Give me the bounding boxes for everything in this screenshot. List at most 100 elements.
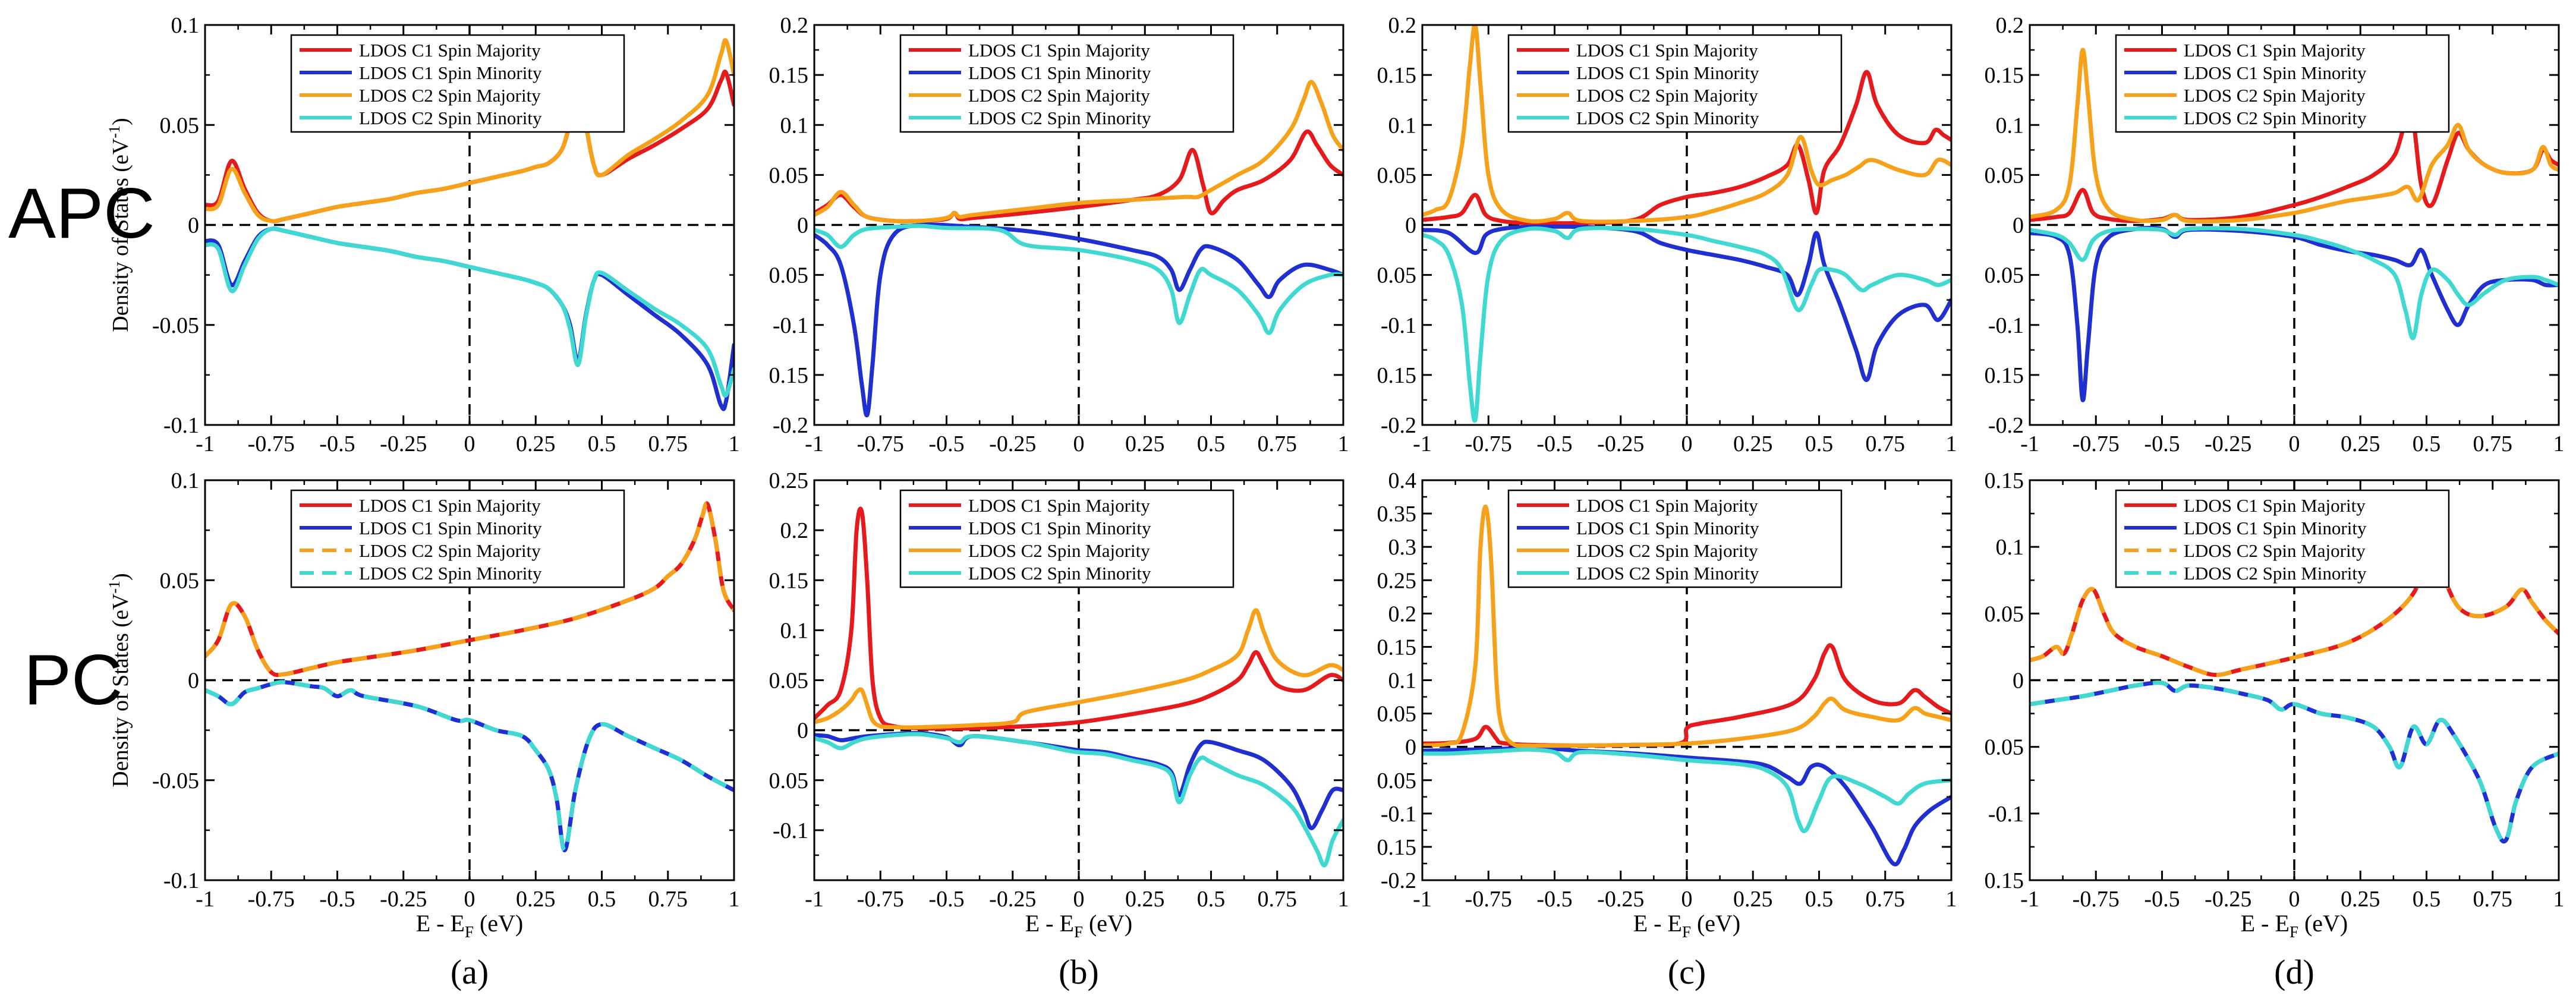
series-line-c1maj: [1422, 643, 1951, 748]
xtick-label: 0: [2289, 887, 2300, 912]
ytick-label: 0.05: [1377, 163, 1417, 188]
xtick-label: -0.75: [1465, 431, 1512, 456]
ytick-label: 0: [797, 213, 808, 238]
legend-label: LDOS C1 Spin Minority: [1576, 62, 1759, 83]
curves: [1422, 25, 1951, 423]
series-line-c1min: [814, 222, 1343, 418]
xtick-label: 0.75: [1866, 887, 1906, 912]
ytick-label: 0.1: [780, 618, 809, 643]
row-label-apc: APC: [8, 174, 155, 253]
legend-label: LDOS C2 Spin Minority: [359, 563, 542, 584]
xtick-label: 0.5: [1805, 887, 1834, 912]
xtick-label: -0.5: [319, 431, 355, 456]
xtick-label: 0.25: [516, 431, 556, 456]
series-line-c2min: [205, 226, 734, 398]
ytick-label: 0.25: [1377, 568, 1417, 593]
ytick-label: 0.05: [769, 263, 809, 288]
xtick-label: -0.75: [2073, 431, 2120, 456]
ytick-label: 0.25: [769, 468, 809, 493]
ytick-label: 0: [188, 669, 199, 694]
legend-label: LDOS C2 Spin Minority: [1576, 563, 1759, 584]
ytick-label: 0.1: [1388, 669, 1417, 694]
legend-label: LDOS C2 Spin Majority: [1576, 540, 1758, 561]
xtick-label: -1: [805, 887, 824, 912]
legend-label: LDOS C2 Spin Majority: [2184, 85, 2366, 106]
xtick-label: 0.25: [516, 887, 556, 912]
series-line-c2min: [814, 732, 1343, 868]
ytick-label: 0.05: [1985, 263, 2024, 288]
ytick-label: 0.05: [160, 113, 200, 138]
curves: [205, 38, 734, 411]
legend-label: LDOS C2 Spin Majority: [1576, 85, 1758, 106]
xtick-label: 0.5: [588, 431, 616, 456]
legend-label: LDOS C2 Spin Majority: [359, 85, 541, 106]
xtick-label: -0.25: [2205, 431, 2251, 456]
xtick-label: -0.25: [380, 431, 427, 456]
ytick-label: 0.1: [1996, 535, 2024, 560]
ytick-label: 0.05: [160, 568, 200, 593]
xtick-label: 0.5: [1197, 431, 1226, 456]
ytick-label: 0.2: [1388, 601, 1417, 626]
xtick-label: -0.75: [857, 431, 904, 456]
ytick-label: 0.4: [1388, 468, 1417, 493]
xtick-label: 0.5: [588, 887, 616, 912]
xtick-label: 1: [2553, 887, 2565, 912]
x-axis-label: E - EF (eV): [1025, 910, 1133, 941]
ytick-label: 0.15: [769, 363, 809, 388]
xtick-label: -0.5: [2144, 887, 2180, 912]
ytick-label: 0.3: [1388, 535, 1417, 560]
ytick-label: -0.1: [773, 818, 808, 843]
ytick-label: 0.15: [1985, 468, 2024, 493]
ytick-label: -0.2: [1381, 413, 1416, 438]
xlabel-end: (eV): [2298, 910, 2348, 937]
xtick-label: 1: [729, 887, 740, 912]
xtick-label: -0.5: [1536, 431, 1572, 456]
xtick-label: 0.25: [1125, 431, 1165, 456]
ytick-label: 0.15: [769, 63, 809, 88]
xtick-label: 0.5: [1197, 887, 1226, 912]
ytick-label: -0.1: [1381, 802, 1416, 827]
series-line-c2maj: [1422, 505, 1951, 748]
series-line-c1maj: [814, 129, 1343, 223]
legend-label: LDOS C1 Spin Minority: [2184, 62, 2367, 83]
ytick-label: 0.05: [1985, 163, 2024, 188]
xtick-label: 0.25: [1733, 887, 1773, 912]
ytick-label: -0.05: [152, 313, 199, 338]
ytick-label: 0.05: [769, 768, 809, 793]
xtick-label: 0.25: [2341, 431, 2380, 456]
xtick-label: 0: [1073, 887, 1085, 912]
xlabel-sub: F: [1682, 923, 1691, 941]
series-line-c1maj: [814, 506, 1343, 731]
xlabel-main: E - E: [1633, 910, 1682, 937]
ytick-label: 0.1: [780, 113, 809, 138]
ylabel-end: ): [108, 118, 133, 125]
xtick-label: -0.5: [2144, 431, 2180, 456]
panel-pc-b: -0.1 0.05 0 0.05 0.1 0.15 0.2 0.25 -1 -0.75 -0.5 -0…: [769, 468, 1349, 941]
series-line-c1min: [1422, 224, 1951, 382]
xtick-label: -0.5: [928, 431, 964, 456]
curves: [2030, 48, 2559, 402]
legend-label: LDOS C2 Spin Majority: [968, 85, 1150, 106]
xtick-label: 0.75: [648, 887, 688, 912]
series-line-c2maj: [814, 80, 1343, 224]
ylabel-sup: -1: [106, 125, 123, 138]
xtick-label: 0.25: [1733, 431, 1773, 456]
series-line-c2min: [2030, 226, 2559, 341]
legend-label: LDOS C1 Spin Minority: [968, 518, 1151, 538]
xlabel-sub: F: [465, 923, 474, 941]
ytick-label: -0.1: [163, 413, 199, 438]
x-axis-label: E - EF (eV): [1633, 910, 1741, 941]
series-line-c2maj: [2030, 544, 2559, 678]
ytick-label: -0.2: [1988, 413, 2024, 438]
legend-label: LDOS C2 Spin Minority: [2184, 563, 2367, 584]
series-line-c2min: [1422, 747, 1951, 833]
legend-label: LDOS C1 Spin Minority: [1576, 518, 1759, 538]
xtick-label: -1: [2020, 887, 2039, 912]
xtick-label: 1: [1338, 431, 1349, 456]
legend-label: LDOS C2 Spin Minority: [359, 108, 542, 128]
xtick-label: -1: [1413, 887, 1432, 912]
